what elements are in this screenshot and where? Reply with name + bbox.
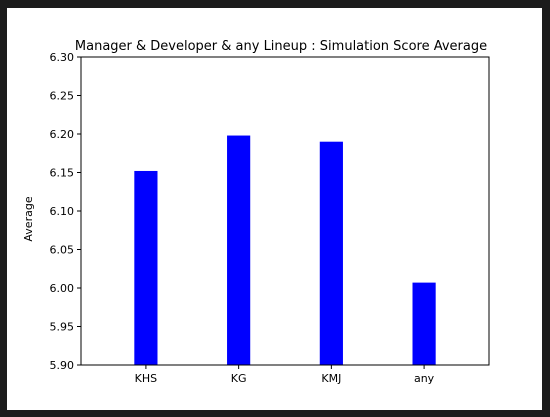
x-tick-label: KHS bbox=[135, 372, 157, 385]
y-tick-label: 5.90 bbox=[50, 359, 75, 372]
y-axis-ticks: 5.90 5.95 6.00 6.05 6.10 6.15 6.20 6.25 6.30 bbox=[50, 51, 81, 372]
bar-kmj bbox=[319, 141, 343, 365]
bar-kg bbox=[227, 135, 251, 365]
plot-area-border bbox=[80, 56, 490, 366]
x-tick-label: any bbox=[414, 372, 435, 385]
x-tick-label: KMJ bbox=[321, 372, 341, 385]
chart-title: Manager & Developer & any Lineup : Simul… bbox=[75, 39, 487, 54]
bars-group bbox=[134, 135, 436, 365]
x-axis-ticks: KHS KG KMJ any bbox=[135, 365, 435, 385]
y-tick-label: 6.15 bbox=[50, 167, 75, 180]
y-tick-label: 6.05 bbox=[50, 244, 75, 257]
chart-frame: Manager & Developer & any Lineup : Simul… bbox=[7, 8, 542, 410]
y-tick-label: 6.00 bbox=[50, 282, 75, 295]
x-tick-label: KG bbox=[231, 372, 247, 385]
y-tick-label: 5.95 bbox=[50, 321, 75, 334]
y-tick-label: 6.10 bbox=[50, 205, 75, 218]
y-tick-label: 6.20 bbox=[50, 128, 75, 141]
y-tick-label: 6.30 bbox=[50, 51, 75, 64]
bar-any bbox=[412, 282, 436, 365]
bar-chart: Manager & Developer & any Lineup : Simul… bbox=[22, 39, 490, 385]
y-axis-label: Average bbox=[22, 196, 35, 241]
bar-khs bbox=[134, 170, 158, 365]
y-tick-label: 6.25 bbox=[50, 90, 75, 103]
